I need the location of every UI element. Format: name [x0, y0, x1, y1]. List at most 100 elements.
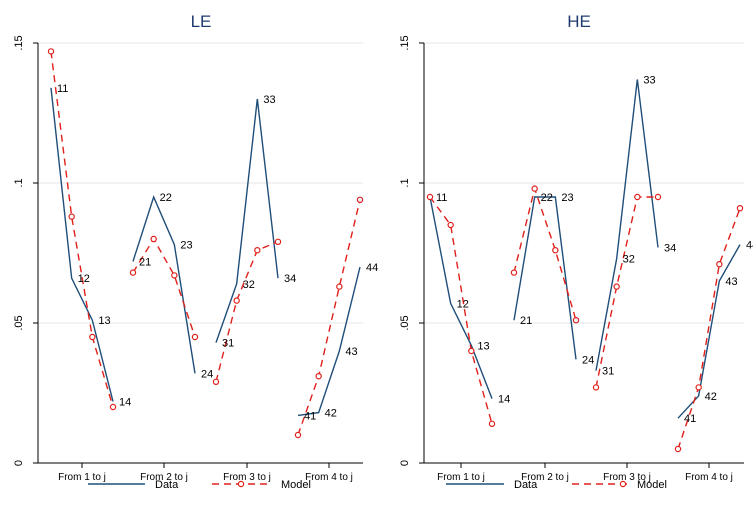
- y-tick-label: .15: [13, 35, 25, 50]
- model-series-line: [50, 51, 114, 408]
- y-tick-label: 0: [399, 460, 411, 466]
- y-tick-label: .15: [399, 35, 411, 50]
- model-point: [654, 193, 662, 201]
- data-point-label: 44: [746, 240, 753, 252]
- model-point: [674, 445, 682, 453]
- model-point: [212, 378, 220, 385]
- model-point: [613, 283, 620, 290]
- legend-data-label: Data: [514, 479, 538, 491]
- model-point: [736, 204, 744, 212]
- data-point-label: 14: [119, 396, 131, 408]
- legend-data-label: Data: [155, 479, 179, 491]
- data-point-label: 41: [304, 410, 316, 422]
- model-point: [254, 246, 261, 254]
- data-point-label: 31: [602, 366, 614, 378]
- y-tick-label: 0: [13, 460, 25, 466]
- data-series-line: [50, 87, 114, 402]
- data-point-label: 44: [366, 262, 378, 274]
- data-point-label: 41: [684, 413, 696, 425]
- data-point-label: 23: [561, 192, 573, 204]
- model-point: [716, 261, 723, 268]
- data-point-label: 32: [623, 254, 635, 266]
- panel-le: LE 0 .05 .1 .15 From 1 to j 11 12 13 14 From 2 to…: [13, 12, 378, 483]
- model-point: [695, 384, 702, 391]
- model-point: [552, 246, 559, 254]
- model-series-line: [429, 196, 493, 424]
- data-point-label: 32: [243, 279, 255, 291]
- model-series-line: [297, 199, 361, 436]
- x-category-label: From 4 to j: [685, 472, 733, 483]
- legend: Data Model Data Model: [88, 479, 667, 491]
- y-tick-label: .1: [399, 178, 411, 187]
- data-point-label: 14: [498, 394, 510, 406]
- x-category-label: From 4 to j: [305, 472, 353, 483]
- data-point-label: 13: [98, 315, 110, 327]
- x-category-label: From 3 to j: [223, 472, 271, 483]
- model-point: [233, 297, 240, 304]
- model-point: [89, 333, 96, 341]
- legend-model-label: Model: [281, 479, 311, 491]
- model-point: [150, 235, 157, 243]
- data-point-label: 23: [180, 240, 192, 252]
- model-point: [572, 317, 580, 324]
- y-tick-label: .1: [13, 178, 25, 187]
- panel-title: HE: [567, 12, 591, 31]
- data-series-line: [132, 195, 196, 374]
- model-series-line: [215, 241, 279, 382]
- data-point-label: 24: [582, 354, 594, 366]
- model-point: [109, 403, 117, 411]
- model-point: [129, 269, 137, 276]
- model-point: [488, 420, 496, 427]
- model-point: [592, 384, 600, 391]
- model-point: [426, 193, 434, 201]
- model-series-line: [132, 237, 196, 338]
- data-point-label: 33: [263, 94, 275, 106]
- data-point-label: 22: [541, 192, 553, 204]
- model-point: [336, 283, 343, 290]
- model-point: [356, 196, 364, 203]
- model-point: [294, 431, 302, 439]
- model-point: [447, 221, 454, 229]
- data-point-label: 12: [78, 273, 90, 285]
- data-point-label: 34: [284, 273, 296, 285]
- data-series-line: [677, 244, 741, 419]
- data-point-label: 11: [436, 192, 447, 204]
- model-point: [315, 373, 322, 380]
- model-point: [68, 213, 75, 220]
- model-point: [510, 269, 518, 276]
- x-category-label: From 2 to j: [140, 472, 188, 483]
- data-series-line: [429, 196, 493, 399]
- model-series-line: [595, 196, 658, 388]
- data-point-label: 13: [477, 340, 489, 352]
- data-point-label: 42: [325, 408, 337, 420]
- x-category-label: From 1 to j: [437, 472, 485, 483]
- model-point: [171, 272, 178, 279]
- data-point-label: 43: [345, 346, 357, 358]
- data-point-label: 34: [664, 242, 676, 254]
- model-point: [531, 185, 538, 192]
- data-point-label: 33: [643, 74, 655, 86]
- model-point: [274, 238, 282, 245]
- data-series-line: [297, 266, 361, 417]
- y-tick-label: .05: [13, 315, 25, 330]
- data-series-line: [595, 79, 659, 371]
- panel-he: HE 0 .05 .1 .15 From 1 to j 11 12 13 14 From 2 to…: [399, 12, 753, 483]
- x-category-label: From 1 to j: [58, 472, 106, 483]
- data-point-label: 21: [520, 315, 532, 327]
- data-point-label: 12: [457, 298, 469, 310]
- data-point-label: 43: [725, 276, 737, 288]
- legend-model-label: Model: [637, 479, 667, 491]
- data-point-label: 22: [160, 192, 172, 204]
- model-point: [191, 333, 199, 341]
- data-point-label: 21: [139, 256, 151, 268]
- y-tick-label: .05: [399, 315, 411, 330]
- x-category-label: From 2 to j: [521, 472, 569, 483]
- data-series-line: [215, 98, 279, 343]
- data-point-label: 11: [57, 83, 68, 95]
- model-series-line: [677, 207, 741, 450]
- data-series-line: [513, 196, 577, 360]
- model-point: [634, 193, 641, 201]
- data-point-label: 42: [705, 391, 717, 403]
